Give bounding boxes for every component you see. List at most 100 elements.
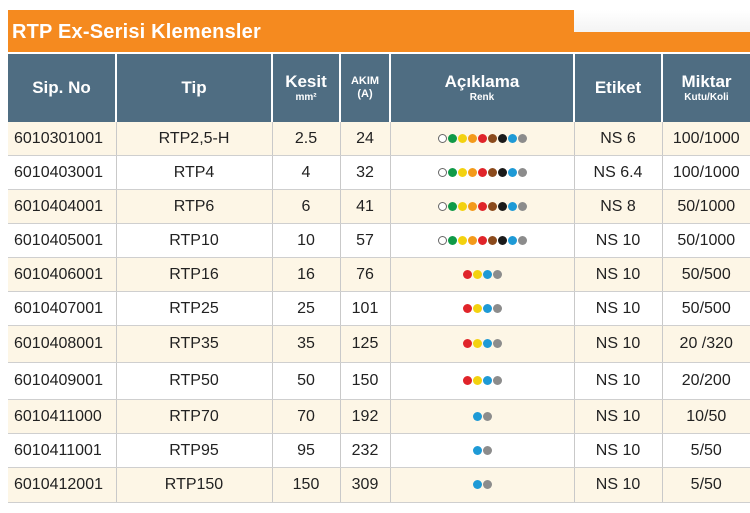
cell-kesit: 50: [272, 362, 341, 400]
cell-miktar: 100/1000: [662, 122, 750, 156]
color-dot-red: [477, 201, 487, 211]
color-dot-orange: [467, 167, 477, 177]
cell-colors: [390, 291, 575, 326]
cell-tip: RTP50: [116, 362, 273, 400]
cell-colors: [390, 433, 575, 468]
color-swatches: [462, 339, 502, 349]
color-swatches: [437, 201, 527, 211]
cell-akim: 192: [340, 399, 391, 434]
color-dot-brown: [487, 167, 497, 177]
cell-colors: [390, 399, 575, 434]
table-row: 6010403001 RTP4 4 32 NS 6.4 100/1000: [8, 155, 750, 190]
color-dot-white: [437, 235, 447, 245]
cell-sip-no: 6010411001: [8, 433, 117, 468]
cell-miktar: 100/1000: [662, 155, 750, 190]
cell-kesit: 6: [272, 189, 341, 224]
cell-miktar: 5/50: [662, 467, 750, 503]
color-dot-grey: [517, 133, 527, 143]
color-dot-red: [477, 235, 487, 245]
color-swatches: [462, 303, 502, 313]
color-dot-orange: [467, 133, 477, 143]
cell-kesit: 16: [272, 257, 341, 292]
cell-tip: RTP25: [116, 291, 273, 326]
cell-sip-no: 6010408001: [8, 325, 117, 363]
cell-etiket: NS 6: [574, 122, 663, 156]
table-header-row: Sip. No Tip Kesit mm² AKIM (A) Açıklama Ren…: [8, 54, 750, 122]
color-dot-grey: [482, 445, 492, 455]
color-dot-blue: [507, 133, 517, 143]
color-swatches: [472, 411, 492, 421]
color-dot-white: [437, 167, 447, 177]
table-row: 6010411000 RTP70 70 192 NS 10 10/50: [8, 399, 750, 434]
header-miktar-sub: Kutu/Koli: [684, 91, 729, 103]
color-swatches: [437, 235, 527, 245]
color-dot-orange: [467, 201, 477, 211]
color-dot-yellow: [472, 376, 482, 386]
header-etiket: Etiket: [574, 54, 663, 122]
color-dot-green: [447, 167, 457, 177]
color-dot-blue: [507, 235, 517, 245]
color-dot-red: [477, 167, 487, 177]
color-dot-yellow: [457, 133, 467, 143]
cell-akim: 76: [340, 257, 391, 292]
color-swatches: [462, 376, 502, 386]
color-dot-yellow: [472, 269, 482, 279]
color-dot-green: [447, 201, 457, 211]
cell-kesit: 70: [272, 399, 341, 434]
color-dot-blue: [472, 411, 482, 421]
color-dot-blue: [472, 445, 482, 455]
cell-etiket: NS 10: [574, 223, 663, 258]
header-kesit-unit: mm²: [295, 91, 317, 103]
cell-colors: [390, 189, 575, 224]
color-dot-yellow: [472, 303, 482, 313]
cell-akim: 150: [340, 362, 391, 400]
cell-kesit: 25: [272, 291, 341, 326]
color-dot-black: [497, 167, 507, 177]
color-dot-green: [447, 235, 457, 245]
header-miktar: Miktar Kutu/Koli: [662, 54, 750, 122]
cell-miktar: 10/50: [662, 399, 750, 434]
cell-tip: RTP6: [116, 189, 273, 224]
cell-akim: 41: [340, 189, 391, 224]
cell-colors: [390, 223, 575, 258]
header-akim-unit: (A): [357, 87, 373, 100]
color-dot-brown: [487, 201, 497, 211]
cell-sip-no: 6010406001: [8, 257, 117, 292]
color-dot-grey: [517, 201, 527, 211]
color-dot-yellow: [457, 201, 467, 211]
color-dot-blue: [472, 480, 482, 490]
table-row: 6010301001 RTP2,5-H 2.5 24 NS 6 100/1000: [8, 122, 750, 156]
cell-sip-no: 6010403001: [8, 155, 117, 190]
color-dot-black: [497, 235, 507, 245]
table-row: 6010411001 RTP95 95 232 NS 10 5/50: [8, 433, 750, 468]
cell-colors: [390, 155, 575, 190]
cell-colors: [390, 467, 575, 503]
table-body: 6010301001 RTP2,5-H 2.5 24 NS 6 100/1000 60104…: [8, 122, 750, 503]
cell-etiket: NS 10: [574, 433, 663, 468]
cell-sip-no: 6010301001: [8, 122, 117, 156]
color-dot-yellow: [457, 235, 467, 245]
header-aciklama: Açıklama Renk: [390, 54, 575, 122]
color-dot-red: [462, 269, 472, 279]
title-bar: RTP Ex-Serisi Klemensler: [8, 10, 750, 52]
color-dot-black: [497, 201, 507, 211]
cell-etiket: NS 10: [574, 291, 663, 326]
cell-sip-no: 6010405001: [8, 223, 117, 258]
cell-akim: 101: [340, 291, 391, 326]
cell-sip-no: 6010404001: [8, 189, 117, 224]
color-dot-blue: [482, 303, 492, 313]
color-dot-red: [462, 376, 472, 386]
cell-kesit: 35: [272, 325, 341, 363]
header-tip: Tip: [116, 54, 273, 122]
color-dot-blue: [482, 269, 492, 279]
color-dot-yellow: [457, 167, 467, 177]
cell-akim: 125: [340, 325, 391, 363]
color-swatches: [462, 269, 502, 279]
color-swatches: [472, 480, 492, 490]
header-akim: AKIM (A): [340, 54, 391, 122]
color-dot-grey: [482, 411, 492, 421]
cell-tip: RTP2,5-H: [116, 122, 273, 156]
cell-akim: 32: [340, 155, 391, 190]
color-dot-blue: [482, 339, 492, 349]
color-swatches: [437, 133, 527, 143]
